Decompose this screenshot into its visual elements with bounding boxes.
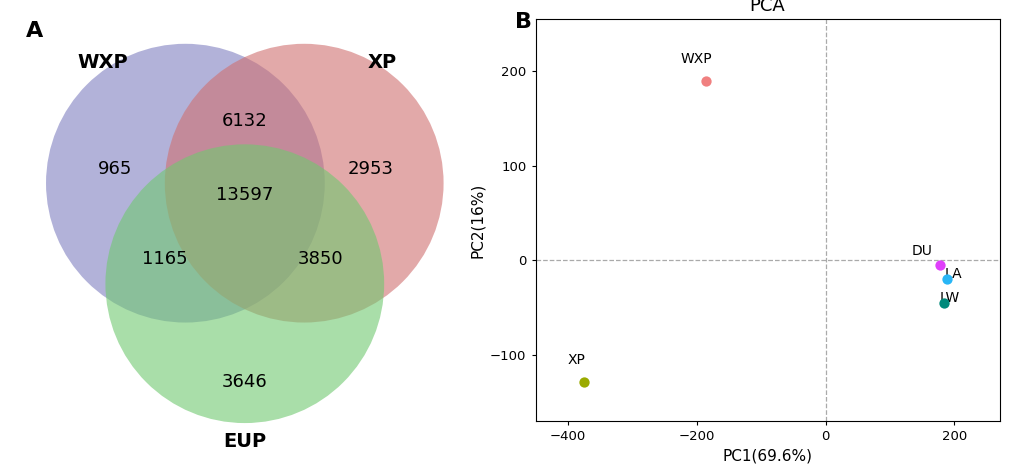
- Title: PCA: PCA: [749, 0, 785, 15]
- Text: EUP: EUP: [223, 432, 266, 451]
- Text: 1165: 1165: [142, 249, 187, 268]
- Text: 3646: 3646: [222, 373, 267, 391]
- Circle shape: [165, 44, 443, 323]
- Text: XP: XP: [567, 353, 585, 367]
- Y-axis label: PC2(16%): PC2(16%): [469, 182, 484, 258]
- Point: [697, 77, 713, 84]
- Text: 965: 965: [97, 160, 131, 178]
- Circle shape: [105, 144, 384, 423]
- Point: [937, 276, 954, 283]
- Point: [575, 377, 591, 385]
- Text: 2953: 2953: [347, 160, 393, 178]
- Circle shape: [46, 44, 324, 323]
- Text: 3850: 3850: [298, 249, 342, 268]
- Text: LW: LW: [938, 291, 959, 305]
- Text: XP: XP: [367, 52, 396, 71]
- Text: WXP: WXP: [680, 52, 711, 66]
- Text: LA: LA: [944, 267, 961, 281]
- Text: WXP: WXP: [77, 52, 128, 71]
- X-axis label: PC1(69.6%): PC1(69.6%): [721, 449, 812, 464]
- Text: 13597: 13597: [216, 186, 273, 204]
- Text: B: B: [515, 12, 532, 32]
- Text: DU: DU: [911, 244, 931, 258]
- Text: A: A: [25, 21, 43, 41]
- Text: 6132: 6132: [222, 112, 267, 130]
- Point: [931, 261, 948, 269]
- Point: [934, 299, 951, 307]
